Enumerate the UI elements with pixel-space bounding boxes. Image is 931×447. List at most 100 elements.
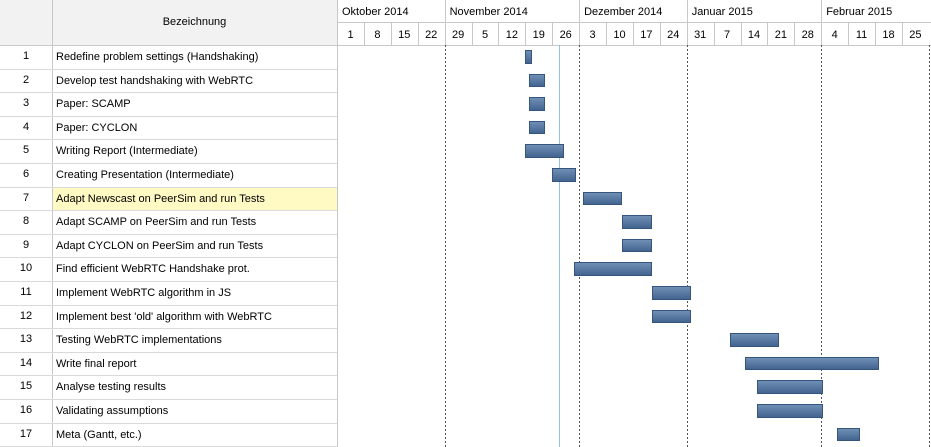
month-divider: [444, 45, 446, 447]
month-label: Oktober 2014: [342, 6, 409, 18]
task-name[interactable]: Analyse testing results: [56, 381, 167, 394]
row-separator: [0, 163, 337, 164]
task-number: 5: [22, 144, 30, 157]
task-name[interactable]: Paper: SCAMP: [56, 98, 131, 111]
week-label: 12: [505, 29, 519, 41]
task-number: 13: [19, 333, 33, 346]
task-bar[interactable]: [552, 168, 577, 182]
task-bar[interactable]: [529, 97, 545, 111]
task-name[interactable]: Implement best 'old' algorithm with WebR…: [56, 310, 272, 323]
task-name[interactable]: Write final report: [56, 357, 137, 370]
task-number: 10: [19, 262, 33, 275]
task-bar[interactable]: [756, 380, 823, 394]
task-number: 7: [22, 191, 30, 204]
task-number: 6: [22, 168, 30, 180]
week-label: 29: [451, 29, 465, 41]
name-column-border: [337, 0, 338, 447]
row-separator: [0, 328, 337, 330]
task-bar[interactable]: [744, 356, 880, 371]
task-name[interactable]: Adapt SCAMP on PeerSim and run Tests: [56, 216, 257, 229]
week-label: 21: [774, 29, 788, 41]
task-name[interactable]: Meta (Gantt, etc.): [56, 428, 142, 441]
row-separator: [0, 375, 337, 377]
task-name[interactable]: Paper: CYCLON: [56, 121, 138, 134]
week-separator: [901, 22, 903, 45]
task-name[interactable]: Testing WebRTC implementations: [56, 334, 222, 347]
task-bar[interactable]: [837, 427, 861, 442]
week-separator: [444, 22, 446, 45]
number-column-border: [52, 0, 53, 447]
row-separator: [0, 92, 337, 94]
week-separator: [632, 22, 634, 45]
task-bar[interactable]: [651, 286, 691, 300]
week-label: 1: [347, 29, 354, 41]
week-label: 5: [481, 29, 489, 41]
row-separator: [0, 257, 337, 259]
task-bar[interactable]: [756, 404, 823, 418]
week-label: 19: [532, 29, 545, 41]
row-separator: [0, 281, 337, 282]
task-bar[interactable]: [729, 333, 780, 347]
task-bar[interactable]: [529, 120, 545, 135]
task-name[interactable]: Redefine problem settings (Handshaking): [56, 51, 259, 63]
week-label: 17: [640, 29, 653, 41]
week-label: 7: [724, 29, 731, 41]
week-label: 8: [374, 29, 381, 41]
row-separator: [0, 422, 337, 424]
task-bar[interactable]: [622, 215, 652, 229]
week-separator: [525, 22, 527, 45]
task-bar[interactable]: [525, 50, 533, 64]
week-separator: [552, 22, 554, 45]
task-bar[interactable]: [525, 144, 565, 158]
task-number: 4: [22, 120, 30, 133]
task-name[interactable]: Adapt CYCLON on PeerSim and run Tests: [56, 239, 264, 252]
month-divider: [686, 45, 688, 447]
task-name[interactable]: Writing Report (Intermediate): [56, 145, 198, 158]
row-separator: [0, 233, 337, 235]
week-separator: [767, 22, 769, 45]
month-separator: [686, 0, 688, 22]
week-separator: [848, 22, 850, 45]
task-number: 2: [22, 73, 30, 86]
week-label: 28: [801, 29, 814, 41]
row-separator: [0, 68, 337, 70]
task-bar[interactable]: [529, 73, 545, 88]
week-separator: [713, 22, 715, 45]
week-separator: [498, 22, 500, 45]
task-name[interactable]: Find efficient WebRTC Handshake prot.: [56, 263, 250, 276]
task-bar[interactable]: [651, 309, 691, 324]
row-separator: [0, 186, 337, 188]
week-label: 14: [747, 29, 761, 41]
row-separator: [0, 399, 337, 400]
week-label: 3: [589, 29, 596, 41]
task-name[interactable]: Validating assumptions: [56, 405, 169, 417]
month-label: Januar 2015: [691, 6, 753, 18]
week-separator: [821, 22, 823, 45]
task-name[interactable]: Develop test handshaking with WebRTC: [56, 74, 254, 87]
header-row-number-cell: [0, 0, 52, 45]
week-label: 25: [909, 29, 922, 41]
month-divider: [821, 45, 823, 447]
task-bar[interactable]: [573, 262, 652, 276]
task-number: 8: [22, 215, 30, 228]
month-separator: [337, 0, 338, 22]
month-label: Februar 2015: [826, 6, 893, 18]
task-bar[interactable]: [583, 191, 623, 206]
task-name[interactable]: Implement WebRTC algorithm in JS: [56, 287, 232, 299]
row-separator: [0, 115, 337, 117]
task-bar[interactable]: [622, 238, 652, 253]
task-name[interactable]: Creating Presentation (Intermediate): [56, 169, 234, 181]
row-separator: [0, 210, 337, 212]
task-number: 15: [19, 380, 33, 393]
week-separator: [659, 22, 661, 45]
week-separator: [579, 22, 581, 45]
month-separator: [579, 0, 581, 22]
month-separator: [821, 0, 823, 22]
week-separator: [471, 22, 473, 45]
header-name-column[interactable]: Bezeichnung: [52, 0, 337, 45]
month-label: November 2014: [449, 6, 528, 18]
row-separator: [0, 351, 337, 353]
task-name[interactable]: Adapt Newscast on PeerSim and run Tests: [53, 187, 337, 211]
week-label: 24: [667, 29, 680, 41]
